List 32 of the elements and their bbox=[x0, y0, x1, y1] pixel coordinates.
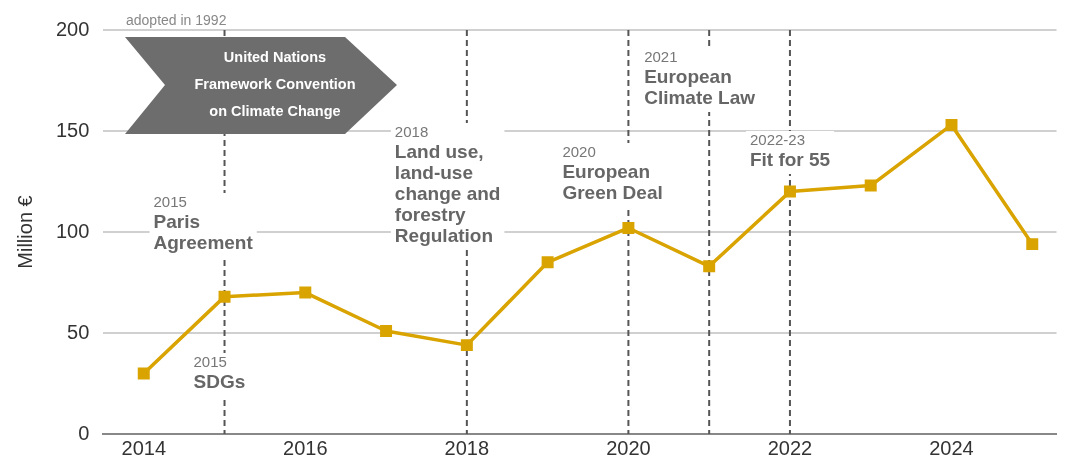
ref-line-label: 2022-23 Fit for 55 bbox=[749, 130, 831, 170]
point bbox=[703, 260, 716, 273]
ref-line-label: 2015 Paris Agreement bbox=[153, 192, 254, 253]
y-tick-label: 100 bbox=[55, 219, 90, 242]
y-tick-label: 0 bbox=[78, 421, 90, 444]
point bbox=[137, 367, 150, 380]
ref-line-label: 2020 European Green Deal bbox=[562, 142, 663, 203]
x-tick-label: 2016 bbox=[283, 436, 328, 459]
annotation: 2015 SDGs bbox=[193, 352, 246, 392]
annotation: United Nations Framework Convention on Climate Change bbox=[193, 48, 357, 121]
y-tick-label: 200 bbox=[55, 17, 90, 40]
point bbox=[460, 339, 473, 352]
point bbox=[541, 256, 554, 269]
point bbox=[945, 118, 958, 131]
point bbox=[622, 221, 635, 234]
y-tick-label: 50 bbox=[67, 320, 90, 343]
point bbox=[218, 290, 231, 303]
point bbox=[1026, 238, 1039, 251]
point bbox=[864, 179, 877, 192]
point bbox=[380, 324, 393, 337]
ref-line-label: 2021 European Climate Law bbox=[644, 47, 756, 108]
x-tick-label: 2024 bbox=[929, 436, 974, 459]
x-tick-label: 2020 bbox=[606, 436, 651, 459]
point bbox=[299, 286, 312, 299]
text: adopted in 1992 bbox=[126, 12, 227, 28]
y-axis-title: Million € bbox=[13, 195, 36, 269]
x-tick-label: 2014 bbox=[121, 436, 167, 459]
point bbox=[783, 185, 796, 198]
y-tick-label: 150 bbox=[55, 118, 90, 141]
x-tick-label: 2018 bbox=[444, 436, 490, 459]
x-tick-label: 2022 bbox=[767, 436, 813, 459]
ref-line-label: 2018 Land use, land-use change and forestry Regulation bbox=[394, 122, 501, 246]
